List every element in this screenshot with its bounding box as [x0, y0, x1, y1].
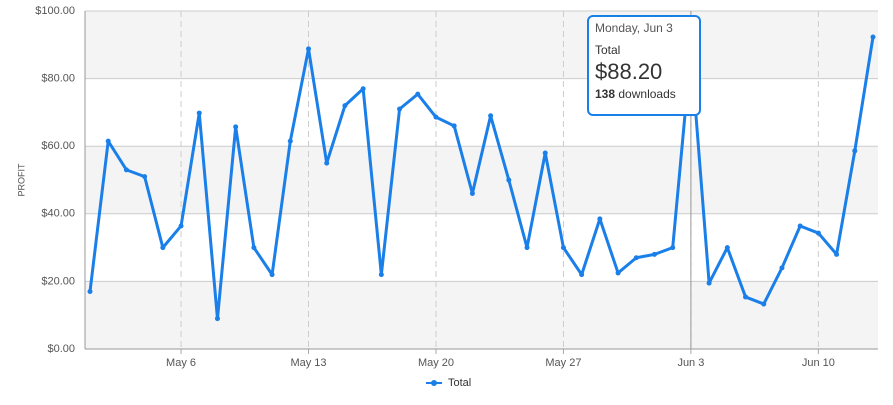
point — [651, 251, 657, 257]
point — [779, 265, 785, 271]
tooltip-unit: downloads — [618, 87, 676, 101]
point — [542, 150, 548, 156]
x-tick-label: May 27 — [545, 357, 581, 369]
legend-marker — [431, 380, 437, 386]
x-tick-label: May 6 — [166, 357, 196, 369]
y-tick-label: $40.00 — [41, 208, 75, 220]
legend-label: Total — [448, 377, 471, 389]
line — [88, 36, 875, 321]
y-tick-label: $20.00 — [41, 275, 75, 287]
tooltip-title: Monday, Jun 3 — [595, 21, 673, 35]
point — [433, 114, 439, 120]
y-axis-label: PROFIT — [16, 163, 26, 197]
point — [615, 270, 621, 276]
point — [196, 110, 202, 116]
point — [415, 91, 421, 97]
point — [178, 223, 184, 229]
point — [597, 216, 603, 222]
point — [670, 245, 676, 251]
tooltip-series: Total — [595, 43, 621, 57]
y-tick-label: $60.00 — [41, 140, 75, 152]
point — [324, 160, 330, 166]
point — [852, 148, 858, 154]
point — [524, 245, 530, 251]
point — [815, 230, 821, 236]
point — [378, 272, 384, 278]
point — [233, 124, 239, 130]
point — [761, 301, 767, 307]
point — [870, 34, 876, 40]
x-tick-label: May 13 — [290, 357, 326, 369]
x-tick-label: Jun 10 — [802, 357, 835, 369]
point — [834, 251, 840, 257]
tooltip-value: $88.20 — [595, 59, 663, 84]
tooltip-downloads: 138 — [595, 87, 616, 101]
point — [560, 245, 566, 251]
x-tick-label: May 20 — [418, 357, 454, 369]
point — [706, 280, 712, 286]
y-tick-label: $80.00 — [41, 73, 75, 85]
point — [105, 138, 111, 144]
point — [469, 191, 475, 197]
point — [251, 245, 257, 251]
grid-band — [85, 281, 878, 349]
x-tick-label: Jun 3 — [677, 357, 704, 369]
point — [342, 103, 348, 109]
point — [506, 177, 512, 183]
point — [743, 294, 749, 300]
point — [123, 167, 129, 173]
y-tick-label: $0.00 — [47, 343, 75, 355]
point — [488, 113, 494, 119]
point — [269, 272, 275, 278]
point — [360, 86, 366, 92]
point — [306, 46, 312, 52]
point — [633, 255, 639, 261]
tooltip: Monday, Jun 3 Total $88.20 138 downloads — [587, 15, 701, 116]
point — [87, 289, 93, 295]
point — [579, 272, 585, 278]
y-tick-label: $100.00 — [35, 5, 75, 17]
grid-band — [85, 11, 878, 79]
point — [451, 123, 457, 129]
point — [397, 106, 403, 112]
point — [724, 245, 730, 251]
point — [142, 174, 148, 180]
point — [214, 316, 220, 322]
point — [160, 245, 166, 251]
point — [797, 223, 803, 229]
point — [287, 138, 293, 144]
